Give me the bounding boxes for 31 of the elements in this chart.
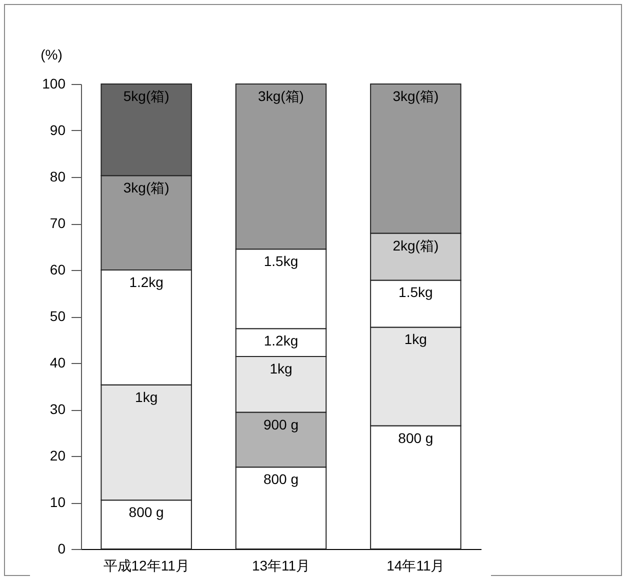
y-tick-label: 80: [50, 168, 66, 184]
series-label: 3kg(箱): [123, 180, 170, 196]
text: 1kg: [404, 331, 427, 348]
text: 800 g: [398, 430, 434, 446]
text: 3kg(箱): [392, 88, 439, 104]
series-label: 1.2kg: [129, 274, 164, 290]
y-tick-label: 30: [50, 401, 66, 417]
series-label: 900 g: [263, 416, 299, 432]
y-tick-label: 60: [50, 262, 66, 278]
y-tick-label: 40: [50, 354, 66, 370]
x-tick-label: 14年11月: [386, 558, 445, 574]
text: 3kg(箱): [258, 88, 304, 104]
x-tick-label: 平成12年11月: [103, 558, 190, 574]
text: 1.5kg: [398, 284, 433, 300]
series-label: 5kg(箱): [123, 88, 170, 104]
y-tick-label: 70: [50, 215, 66, 231]
y-tick-label: 0: [58, 540, 66, 556]
y-tick-label: 90: [50, 122, 66, 138]
y-tick-label: 20: [50, 448, 66, 464]
series-label: 2kg(箱): [392, 237, 439, 254]
text: 1kg: [270, 360, 292, 376]
series-label: 800 g: [128, 504, 164, 520]
text: 800 g: [263, 471, 299, 488]
y-tick-label: 50: [50, 308, 66, 324]
y-axis-title: (%): [40, 46, 62, 62]
x-tick-label: 13年11月: [252, 558, 310, 574]
text: 1.2kg: [264, 332, 298, 349]
y-tick-label: 100: [42, 76, 66, 92]
series-label: 1kg: [135, 388, 158, 405]
series-label: 1.5kg: [264, 253, 298, 270]
y-tick-label: 10: [50, 494, 66, 510]
